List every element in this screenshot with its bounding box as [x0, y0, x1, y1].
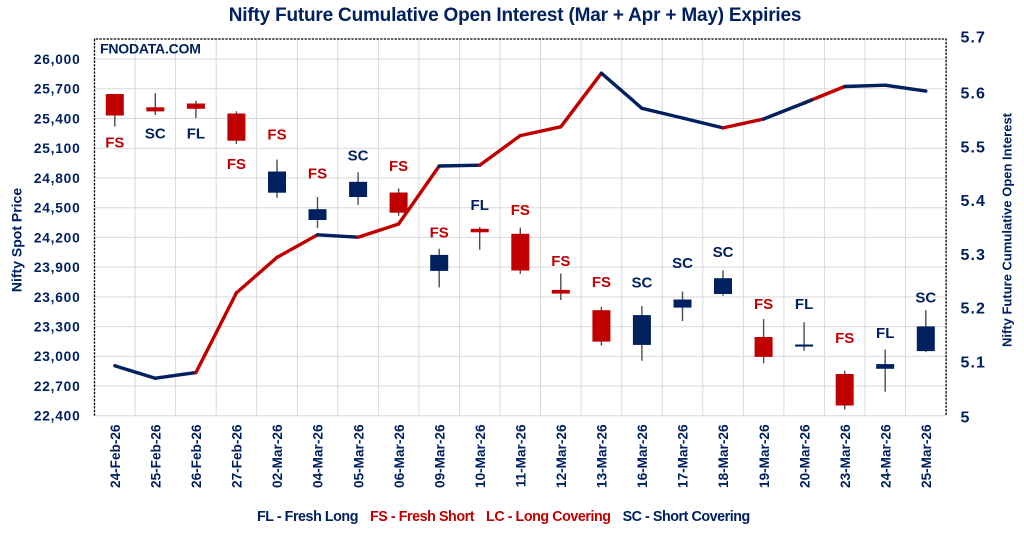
svg-text:23,300: 23,300	[34, 320, 81, 335]
svg-text:Nifty Future Cumulative Open I: Nifty Future Cumulative Open Interest	[1000, 112, 1015, 347]
svg-text:FS: FS	[105, 134, 124, 151]
svg-text:25-Mar-26: 25-Mar-26	[919, 424, 934, 488]
svg-text:FS: FS	[592, 274, 611, 291]
svg-text:FS: FS	[551, 253, 570, 270]
svg-text:FS: FS	[754, 296, 773, 313]
svg-text:23,600: 23,600	[34, 290, 81, 305]
svg-text:17-Mar-26: 17-Mar-26	[676, 424, 691, 488]
svg-text:SC: SC	[713, 244, 734, 261]
svg-text:27-Feb-26: 27-Feb-26	[230, 424, 245, 488]
svg-text:5.1: 5.1	[961, 355, 987, 372]
svg-text:FL: FL	[795, 296, 813, 313]
svg-text:FS: FS	[308, 165, 327, 182]
svg-text:24,200: 24,200	[34, 230, 81, 245]
svg-text:24-Mar-26: 24-Mar-26	[878, 424, 893, 488]
svg-text:24,800: 24,800	[34, 171, 81, 186]
svg-text:5.4: 5.4	[961, 193, 987, 210]
svg-text:Nifty Future Cumulative Open I: Nifty Future Cumulative Open Interest (M…	[229, 5, 801, 26]
svg-text:FS: FS	[267, 126, 286, 143]
svg-text:22,700: 22,700	[34, 379, 81, 394]
svg-text:26-Feb-26: 26-Feb-26	[189, 424, 204, 488]
svg-text:16-Mar-26: 16-Mar-26	[635, 424, 650, 488]
svg-text:10-Mar-26: 10-Mar-26	[473, 424, 488, 488]
svg-text:24,500: 24,500	[34, 201, 81, 216]
svg-text:SC: SC	[348, 147, 369, 164]
svg-text:FS: FS	[511, 202, 530, 219]
svg-text:04-Mar-26: 04-Mar-26	[311, 424, 326, 488]
svg-text:09-Mar-26: 09-Mar-26	[432, 424, 447, 488]
svg-text:26,000: 26,000	[34, 52, 81, 67]
svg-text:FL: FL	[471, 197, 489, 214]
svg-text:Nifty Spot Price: Nifty Spot Price	[9, 188, 25, 292]
svg-text:25,700: 25,700	[34, 82, 81, 97]
svg-text:11-Mar-26: 11-Mar-26	[514, 424, 529, 487]
svg-text:25-Feb-26: 25-Feb-26	[149, 424, 164, 488]
svg-text:12-Mar-26: 12-Mar-26	[554, 424, 569, 488]
svg-text:25,100: 25,100	[34, 141, 81, 156]
svg-text:FS: FS	[389, 158, 408, 175]
svg-text:SC: SC	[915, 290, 936, 307]
svg-text:5.7: 5.7	[961, 29, 987, 46]
svg-text:FNODATA.COM: FNODATA.COM	[100, 41, 201, 57]
svg-text:FL: FL	[187, 125, 205, 142]
svg-text:20-Mar-26: 20-Mar-26	[797, 424, 812, 488]
svg-text:24-Feb-26: 24-Feb-26	[108, 424, 123, 488]
svg-text:FS: FS	[227, 156, 246, 173]
svg-text:23-Mar-26: 23-Mar-26	[838, 424, 853, 488]
svg-text:5: 5	[961, 409, 971, 426]
svg-text:SC: SC	[672, 255, 693, 272]
svg-text:5.6: 5.6	[961, 86, 987, 103]
svg-text:18-Mar-26: 18-Mar-26	[716, 424, 731, 488]
svg-text:06-Mar-26: 06-Mar-26	[392, 424, 407, 488]
svg-text:25,400: 25,400	[34, 111, 81, 126]
svg-text:FS: FS	[430, 224, 449, 241]
svg-text:19-Mar-26: 19-Mar-26	[757, 424, 772, 488]
svg-text:23,000: 23,000	[34, 349, 81, 364]
svg-text:SC: SC	[631, 275, 652, 292]
svg-text:23,900: 23,900	[34, 260, 81, 275]
svg-text:FS: FS	[835, 330, 854, 347]
svg-text:SC: SC	[145, 125, 166, 142]
svg-text:5.3: 5.3	[961, 247, 987, 264]
svg-text:22,400: 22,400	[34, 409, 81, 424]
svg-text:5.5: 5.5	[961, 139, 987, 156]
svg-text:FL: FL	[876, 325, 894, 342]
svg-text:13-Mar-26: 13-Mar-26	[595, 424, 610, 488]
svg-text:5.2: 5.2	[961, 301, 987, 318]
svg-text:05-Mar-26: 05-Mar-26	[351, 424, 366, 488]
svg-text:02-Mar-26: 02-Mar-26	[270, 424, 285, 488]
